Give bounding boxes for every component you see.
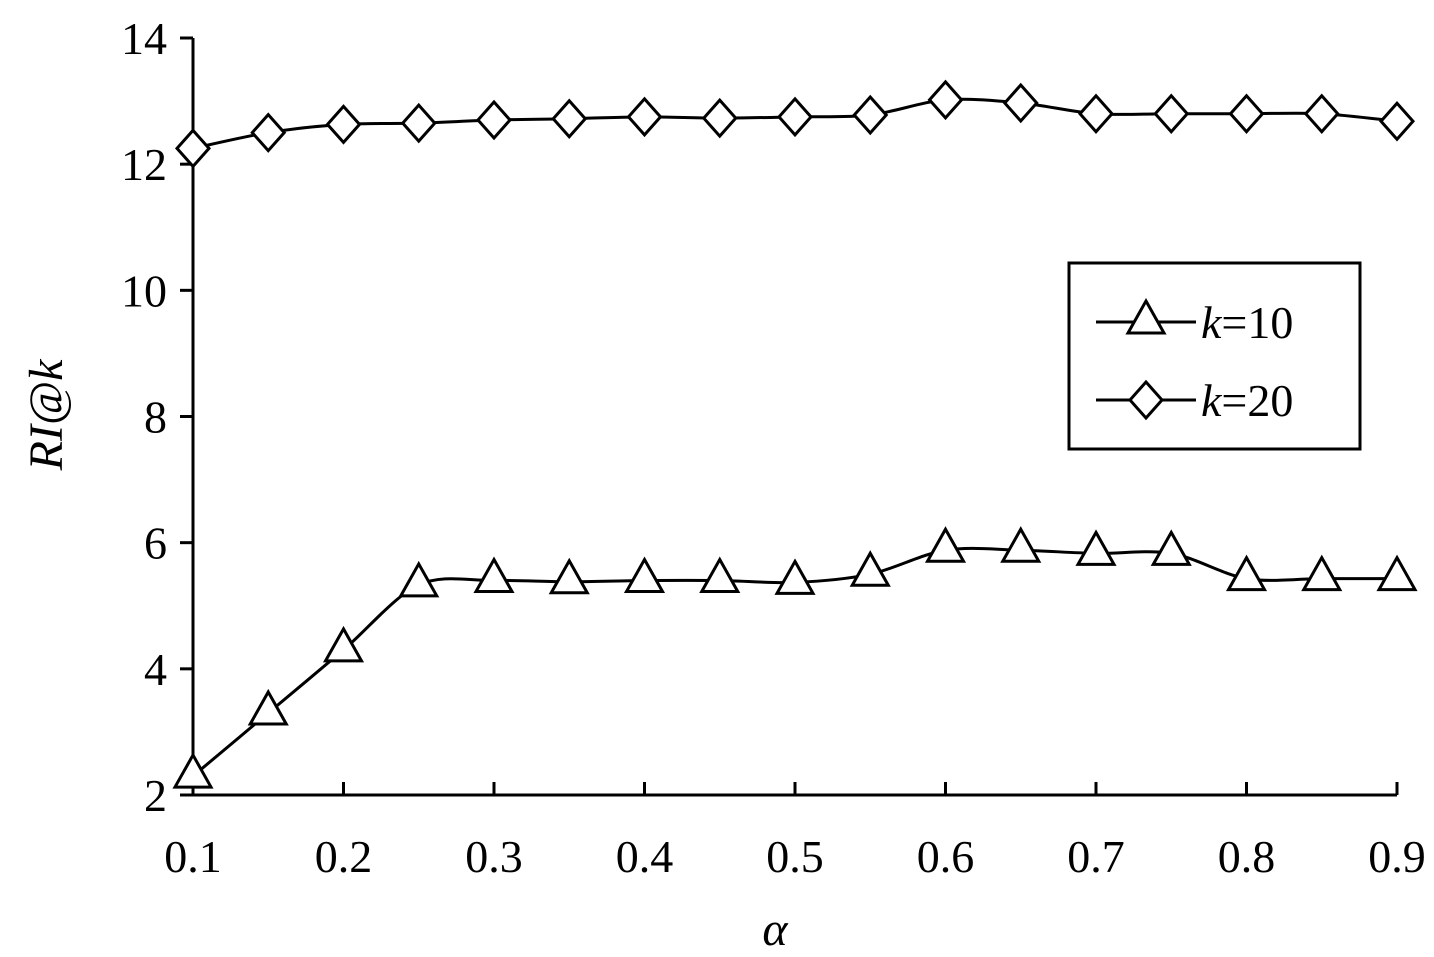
x-tick-label: 0.2 [315,831,373,882]
diamond-marker [1378,101,1416,142]
series-diamond [174,79,1416,169]
diamond-marker [1077,93,1115,134]
y-tick-label: 10 [121,265,167,316]
triangle-marker-icon [1125,297,1167,335]
triangle-marker [849,550,891,587]
x-tick-label: 0.6 [917,831,975,882]
triangle-marker [1000,526,1042,563]
x-tick-label: 0.4 [616,831,674,882]
triangle-marker [1301,554,1343,592]
triangle-marker [247,688,289,726]
y-ticks: 2 4 6 8 10 12 14 [121,13,193,821]
diamond-marker [400,102,437,144]
series-layer [172,79,1418,789]
diamond-marker [626,96,663,138]
x-tick-label: 0.9 [1368,831,1426,882]
legend-k-value: =20 [1221,375,1293,426]
y-tick-label: 12 [121,139,167,190]
triangle-marker [699,556,741,594]
y-tick-label: 4 [144,644,167,695]
x-tick-label: 0.1 [164,831,222,882]
triangle-marker [398,560,440,598]
diamond-marker-icon [1127,379,1165,421]
triangle-marker [1150,529,1192,566]
x-tick-label: 0.7 [1067,831,1125,882]
diamond-marker [927,79,964,121]
triangle-marker [774,558,816,595]
diamond-marker [1002,82,1039,124]
triangle-marker [924,526,967,563]
y-tick-label: 14 [121,13,167,64]
legend-k-symbol: k [1201,297,1223,348]
legend-k-symbol: k [1201,375,1223,426]
diamond-marker [174,128,212,169]
y-tick-label: 8 [144,392,167,443]
x-ticks: 0.1 0.2 0.3 0.4 0.5 0.6 0.7 0.8 0.9 [164,782,1426,882]
triangle-marker [1075,529,1117,566]
x-axis-title: α [762,903,788,956]
diamond-marker [1228,93,1265,134]
diamond-marker [475,99,513,141]
diamond-marker [701,97,738,139]
diamond-marker [325,104,362,145]
legend-item-k20: k=20 [1096,375,1293,426]
legend-k-value: =10 [1221,297,1293,348]
legend: k=10 k=20 [1067,261,1362,451]
x-tick-label: 0.5 [766,831,824,882]
diamond-marker [1153,93,1190,134]
triangle-marker [1376,554,1418,592]
series-triangle [172,526,1418,789]
triangle-marker [548,557,590,595]
legend-label-k10: k=10 [1201,297,1293,348]
diamond-marker [776,96,814,138]
diamond-marker [1303,93,1340,134]
y-tick-label: 2 [144,770,167,821]
y-axis-title: RI@k [20,358,73,471]
legend-box [1067,261,1362,451]
y-tick-label: 6 [144,518,167,569]
x-tick-label: 0.3 [465,831,523,882]
legend-item-k10: k=10 [1096,297,1293,348]
triangle-marker [623,556,666,594]
diamond-marker [551,98,588,140]
triangle-marker [172,752,214,789]
diamond-marker [250,112,287,153]
legend-label-k20: k=20 [1201,375,1293,426]
triangle-marker [473,556,515,594]
triangle-marker [1225,554,1268,592]
triangle-marker [322,625,365,663]
diamond-marker [852,94,889,136]
x-tick-label: 0.8 [1218,831,1276,882]
